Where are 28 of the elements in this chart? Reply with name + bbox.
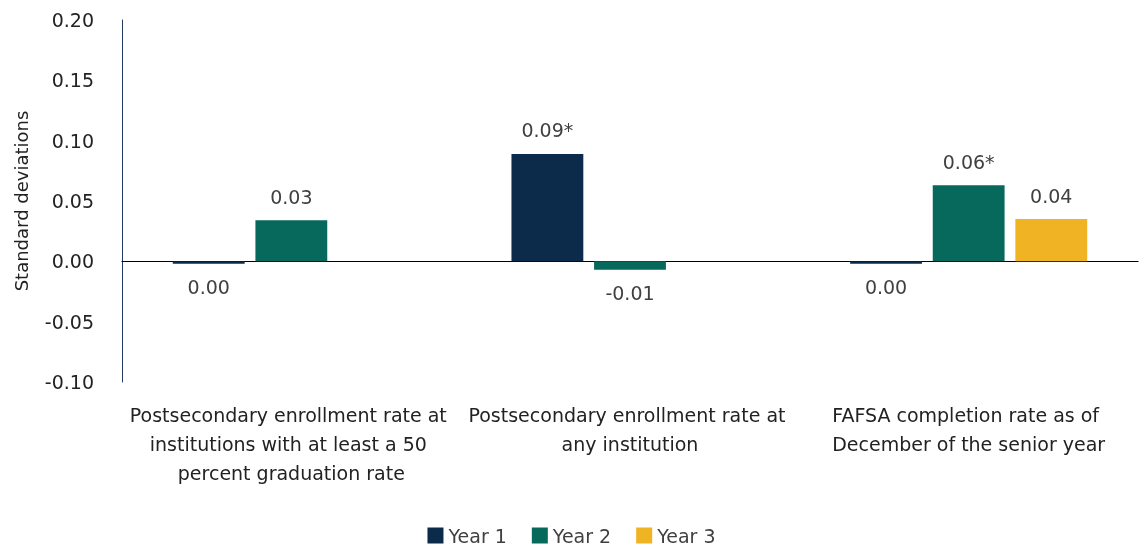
- x-tick-label: Postsecondary enrollment rate at any institution: [468, 403, 792, 455]
- data-label: 0.06*: [942, 150, 995, 173]
- y-tick-label: 0.15: [51, 69, 94, 92]
- y-tick-label: 0.10: [51, 129, 94, 152]
- bar: [1015, 219, 1088, 262]
- data-label: -0.01: [605, 282, 655, 305]
- bar: [255, 220, 328, 262]
- bar: [594, 261, 666, 270]
- y-tick-label: 0.20: [51, 9, 94, 31]
- bar: [932, 185, 1005, 262]
- legend-label: Year 3: [656, 524, 716, 547]
- legend-label: Year 2: [551, 524, 612, 547]
- x-tick-label: Postsecondary enrollment rate at institutions with at least a 50 percent graduation rate: [129, 403, 453, 484]
- y-tick-label: -0.05: [44, 310, 94, 333]
- bar: [172, 261, 245, 264]
- data-label: 0.09*: [521, 119, 574, 142]
- y-tick-label: -0.10: [44, 371, 94, 393]
- x-tick-label: FAFSA completion rate as of December of the senior year: [832, 403, 1106, 455]
- data-label: 0.00: [187, 276, 230, 299]
- data-label: 0.00: [864, 276, 908, 299]
- y-tick-label: 0.05: [51, 190, 94, 212]
- legend-label: Year 1: [447, 524, 507, 547]
- data-label: 0.03: [270, 185, 313, 208]
- y-axis-title: Standard deviations: [10, 110, 32, 292]
- bar: [850, 261, 922, 264]
- bar: [511, 153, 584, 262]
- data-label: 0.04: [1030, 184, 1073, 207]
- y-tick-label: 0.00: [51, 250, 94, 273]
